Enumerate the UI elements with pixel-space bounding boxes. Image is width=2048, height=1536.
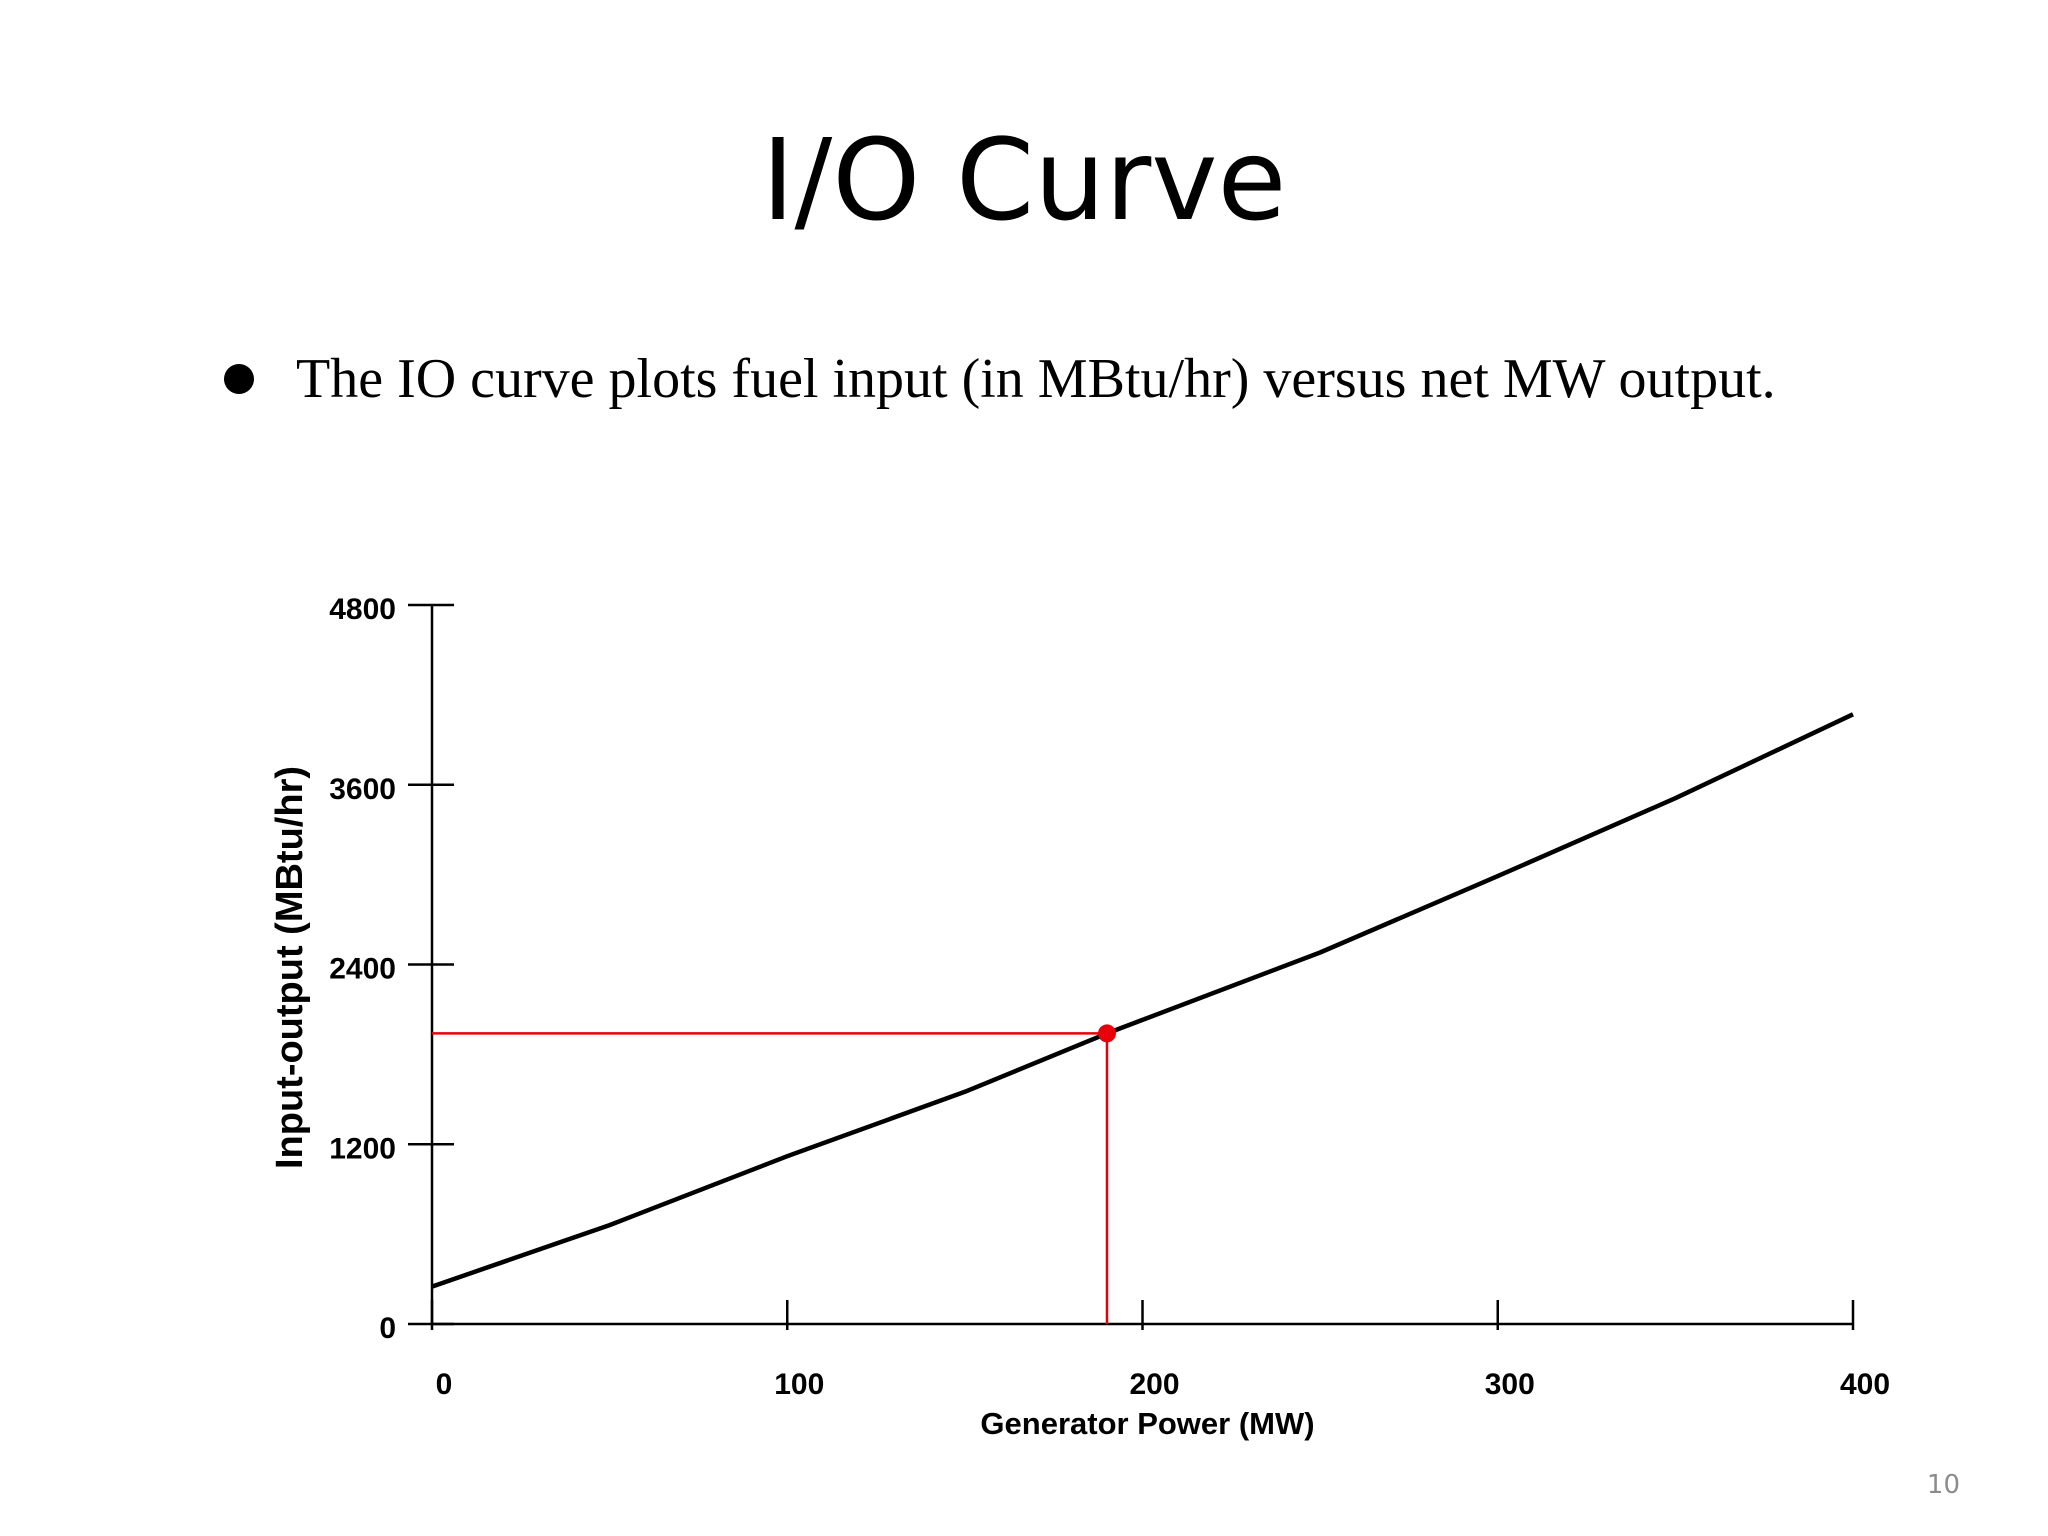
y-tick-label: 0 xyxy=(379,1312,396,1345)
x-tick-label: 0 xyxy=(436,1368,453,1401)
x-tick-label: 200 xyxy=(1129,1368,1179,1401)
chart-labels: 0 100 200 300 400 0 1200 2400 3600 4800 Generator … xyxy=(269,593,1890,1441)
x-axis-title: Generator Power (MW) xyxy=(980,1406,1314,1441)
y-tick-label: 2400 xyxy=(329,953,396,986)
io-curve-line xyxy=(431,712,1854,1289)
y-tick-label: 4800 xyxy=(329,593,396,626)
y-axis-title: Input-output (MBtu/hr) xyxy=(269,766,311,1169)
bullet-item: The IO curve plots fuel input (in MBtu/h… xyxy=(224,344,1776,414)
chart-guides xyxy=(432,1032,1109,1324)
operating-point-marker xyxy=(1097,1024,1116,1043)
x-tick-label: 400 xyxy=(1840,1368,1890,1401)
slide-number: 10 xyxy=(1926,1470,1960,1500)
bullet-text: The IO curve plots fuel input (in MBtu/h… xyxy=(296,348,1776,410)
y-tick-label: 1200 xyxy=(329,1132,396,1165)
slide-title: I/O Curve xyxy=(761,116,1287,246)
chart-axes xyxy=(408,603,1855,1330)
chart-series xyxy=(431,712,1854,1289)
bullet-dot-icon xyxy=(224,364,254,394)
x-tick-label: 100 xyxy=(774,1368,824,1401)
y-tick-label: 3600 xyxy=(329,773,396,806)
x-tick-label: 300 xyxy=(1485,1368,1535,1401)
